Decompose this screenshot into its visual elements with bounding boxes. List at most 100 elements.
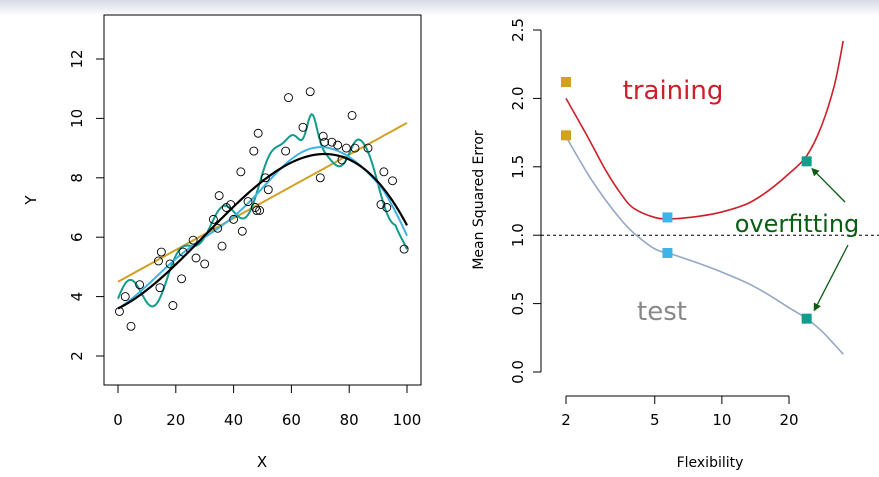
right-y-tick-label: 0.5 (509, 292, 527, 316)
left-panel: 0 20 40 60 80 100 2 4 6 8 10 12 X Y (22, 14, 422, 471)
scatter-point (165, 259, 175, 269)
right-x-tick-label: 20 (779, 411, 798, 429)
scatter-point (226, 200, 236, 209)
window-top-bar (0, 0, 879, 16)
scatter-point (260, 173, 270, 183)
right-panel: 2 5 10 20 0.0 0.5 1.0 1.5 2.0 2.5 Flexibility Me… (471, 18, 879, 471)
true-function-line (117, 152, 408, 310)
flexibility-marker (662, 247, 673, 258)
scatter-point (284, 93, 293, 103)
scatter-point (135, 280, 145, 290)
left-x-axis-label: X (257, 453, 267, 471)
left-x-axis: 0 20 40 60 80 100 (113, 385, 421, 429)
scatter-point (221, 203, 231, 212)
right-y-axis: 0.0 0.5 1.0 1.5 2.0 2.5 (509, 18, 541, 384)
wiggly-fit-line (117, 112, 408, 308)
scatter-point (363, 143, 373, 153)
scatter-point (388, 176, 397, 186)
scatter-point (217, 241, 227, 251)
right-y-tick-label: 2.5 (509, 18, 527, 42)
right-y-tick-label: 0.0 (509, 360, 527, 384)
left-y-tick-label: 2 (68, 351, 86, 361)
scatter-point (114, 307, 124, 316)
right-x-tick-label: 2 (561, 411, 571, 429)
scatter-point (208, 214, 218, 224)
right-y-tick-label: 2.0 (509, 86, 527, 110)
right-markers (561, 76, 812, 324)
flexibility-marker (801, 313, 812, 324)
scatter-point (155, 283, 165, 293)
left-y-tick-label: 6 (68, 232, 86, 242)
scatter-point (341, 143, 351, 153)
scatter-point (178, 247, 188, 257)
scatter-point (320, 137, 330, 147)
scatter-point (315, 173, 325, 183)
scatter-point (249, 146, 259, 156)
test-error-curve (565, 136, 844, 355)
scatter-point (213, 223, 223, 233)
flexibility-marker (662, 212, 673, 223)
left-y-tick-label: 12 (68, 49, 86, 68)
left-y-tick-label: 8 (68, 173, 86, 183)
scatter-point (237, 226, 247, 236)
scatter-point (337, 155, 347, 165)
scatter-point (376, 200, 386, 209)
scatter-point (253, 128, 263, 138)
scatter-point (382, 203, 392, 212)
right-x-tick-label: 10 (712, 411, 731, 429)
scatter-point (236, 167, 246, 177)
scatter-point (399, 244, 409, 254)
left-fit-lines (117, 112, 408, 310)
scatter-point (327, 137, 337, 147)
scatter-point (263, 185, 273, 195)
flexibility-marker (801, 156, 812, 167)
scatter-point (191, 253, 201, 263)
right-x-axis: 2 5 10 20 (561, 396, 799, 429)
right-x-axis-label: Flexibility (677, 455, 744, 471)
scatter-point (156, 247, 166, 257)
overfitting-arrow-upper (811, 167, 846, 203)
scatter-point (379, 167, 389, 177)
overfitting-label: overfitting (735, 210, 860, 238)
right-x-tick-label: 5 (650, 411, 660, 429)
left-y-axis: 2 4 6 8 10 12 (68, 49, 104, 361)
test-label: test (637, 297, 687, 327)
right-y-axis-label: Mean Squared Error (471, 130, 487, 270)
scatter-point (126, 321, 136, 331)
scatter-point (200, 259, 210, 269)
left-x-tick-label: 60 (282, 411, 301, 429)
left-x-tick-label: 0 (113, 411, 123, 429)
left-x-tick-label: 80 (340, 411, 359, 429)
right-y-tick-label: 1.5 (509, 155, 527, 179)
left-plot-frame (103, 14, 422, 386)
scatter-point (252, 206, 262, 215)
scatter-point (281, 146, 291, 156)
right-error-curves (565, 40, 844, 355)
scatter-point (318, 131, 328, 141)
scatter-point (188, 235, 198, 245)
scatter-point (333, 140, 343, 150)
flexibility-marker (561, 76, 571, 87)
scatter-point (305, 87, 315, 97)
left-x-tick-label: 20 (166, 411, 185, 429)
flexibility-marker (561, 130, 571, 141)
training-label: training (623, 76, 724, 106)
left-scatter-points (114, 87, 409, 331)
scatter-point (347, 110, 357, 120)
training-error-curve (565, 40, 844, 220)
scatter-point (298, 122, 308, 132)
scatter-point (350, 143, 360, 153)
scatter-point (229, 214, 239, 224)
right-y-tick-label: 1.0 (509, 223, 527, 247)
scatter-point (168, 301, 178, 310)
scatter-point (120, 292, 130, 302)
left-y-tick-label: 4 (68, 292, 86, 302)
left-x-tick-label: 40 (224, 411, 243, 429)
scatter-point (177, 274, 187, 284)
scatter-point (214, 191, 224, 201)
scatter-point (255, 206, 265, 215)
left-y-tick-label: 10 (68, 109, 86, 128)
left-x-tick-label: 100 (393, 411, 422, 429)
scatter-point (154, 256, 163, 266)
